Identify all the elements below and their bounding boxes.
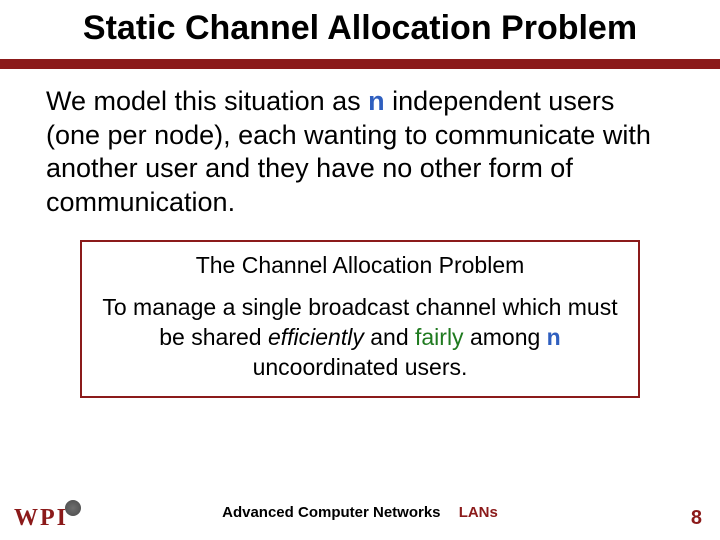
footer-center: Advanced Computer Networks LANs [0,504,720,521]
box-heading: The Channel Allocation Problem [100,252,620,279]
page-number: 8 [691,507,702,530]
title-block: Static Channel Allocation Problem [0,0,720,69]
footer-topic: LANs [459,504,498,521]
footer-course: Advanced Computer Networks [222,504,440,521]
box-line2a: among [464,324,547,350]
body-paragraph: We model this situation as n independent… [0,69,720,230]
body-pre-n: We model this situation as [46,86,368,116]
slide: Static Channel Allocation Problem We mod… [0,0,720,540]
word-fairly: fairly [415,324,464,350]
box-body: To manage a single broadcast channel whi… [100,293,620,383]
variable-n: n [368,86,385,116]
box-variable-n: n [547,324,561,350]
slide-title: Static Channel Allocation Problem [20,8,700,49]
word-and: and [364,324,415,350]
problem-box: The Channel Allocation Problem To manage… [80,240,640,399]
word-efficiently: efficiently [268,324,364,350]
box-line2b: uncoordinated users. [253,354,468,380]
footer: W P I Advanced Computer Networks LANs 8 [0,494,720,530]
